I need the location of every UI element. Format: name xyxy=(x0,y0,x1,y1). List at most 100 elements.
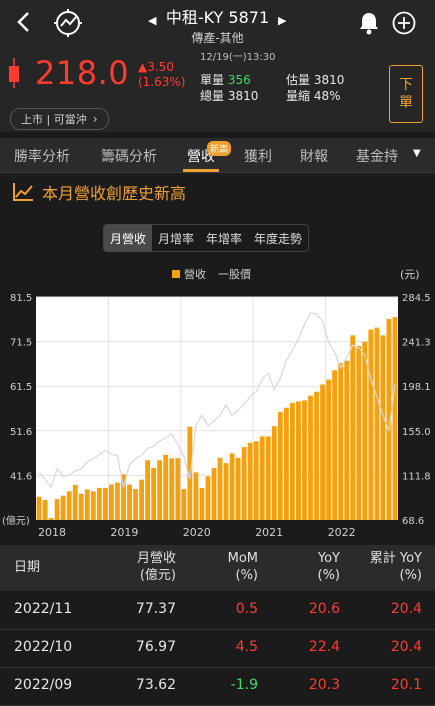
x-tick-label: 2019 xyxy=(110,526,138,539)
segment-yoy[interactable]: 年增率 xyxy=(206,231,243,246)
revenue-bar xyxy=(320,384,325,520)
prev-stock-icon[interactable]: ◀ xyxy=(148,14,157,27)
x-tick-label: 2020 xyxy=(183,526,211,539)
right-axis-unit: (元) xyxy=(400,268,420,281)
app-header: ◀ 中租-KY 5871 傳產-其他 ▶ xyxy=(0,0,435,46)
y-right-tick-label: 198.1 xyxy=(402,382,431,393)
revenue-bar xyxy=(109,484,114,520)
quote-timestamp: 12/19(一)13:30 xyxy=(200,52,276,63)
revenue-bar xyxy=(308,395,313,520)
revenue-bar xyxy=(241,447,247,520)
y-right-tick-label: 284.5 xyxy=(402,293,431,304)
revenue-bar xyxy=(181,488,187,520)
next-stock-icon[interactable]: ▶ xyxy=(278,14,287,27)
estimated-volume: 估量 3810 xyxy=(286,73,345,87)
total-volume-value: 3810 xyxy=(227,89,259,103)
candle-icon xyxy=(9,58,19,88)
revenue-view-segment: 月營收 月增率 年增率 年度走勢 xyxy=(103,224,310,252)
revenue-bar xyxy=(350,335,356,520)
section-title: 本月營收創歷史新高 xyxy=(12,180,186,204)
tab-win-rate[interactable]: 勝率分析 xyxy=(14,149,70,165)
table-row[interactable]: 2022/11 77.37 0.5 20.6 20.4 xyxy=(0,591,435,630)
revenue-bar xyxy=(127,484,132,520)
compare-icon[interactable] xyxy=(52,8,84,38)
revenue-bar xyxy=(235,457,241,520)
stock-category: 傳產-其他 xyxy=(191,31,244,45)
single-volume: 單量 356 xyxy=(200,73,251,87)
revenue-bar xyxy=(102,487,108,520)
market-status-pill[interactable]: 上市 | 可當沖 › xyxy=(10,108,109,130)
revenue-bar xyxy=(193,472,199,520)
price-change-pct: (1.63%) xyxy=(138,75,186,89)
table-row[interactable]: 2022/10 76.97 4.5 22.4 20.4 xyxy=(0,629,435,668)
revenue-bar xyxy=(217,457,223,520)
new-high-badge: 新高 xyxy=(207,141,232,156)
revenue-bar xyxy=(139,479,144,520)
revenue-bar xyxy=(66,491,72,520)
revenue-bar xyxy=(247,442,253,520)
trend-chart-icon xyxy=(13,183,33,201)
cell-yoy: 20.6 xyxy=(308,601,340,617)
revenue-bar xyxy=(290,402,295,520)
tab-profit[interactable]: 獲利 xyxy=(244,149,272,165)
back-icon[interactable] xyxy=(8,6,38,38)
table-row[interactable]: 2022/09 73.62 -1.9 20.3 20.1 xyxy=(0,667,435,706)
add-icon[interactable] xyxy=(390,9,418,37)
tab-fund-holding[interactable]: 基金持 xyxy=(356,149,398,165)
segment-mom[interactable]: 月增率 xyxy=(158,231,195,246)
x-tick-label: 2021 xyxy=(255,526,283,539)
cell-cumulative-yoy: 20.1 xyxy=(390,677,422,693)
revenue-bar xyxy=(344,360,350,520)
tab-chips[interactable]: 籌碼分析 xyxy=(101,149,157,165)
revenue-bar xyxy=(145,460,151,520)
quote-panel: 218.0 ▲3.50 (1.63%) 12/19(一)13:30 單量 356… xyxy=(0,44,435,132)
revenue-bar xyxy=(151,468,157,520)
revenue-bar xyxy=(265,436,271,520)
y-right-tick-label: 241.3 xyxy=(402,338,431,349)
stock-name: 中租-KY 5871 xyxy=(165,8,270,27)
chart-legend: 營收 一股價 xyxy=(172,266,251,282)
revenue-bar xyxy=(169,458,175,520)
legend-bar-swatch xyxy=(172,270,180,278)
revenue-bar xyxy=(380,335,386,520)
cell-cumulative-yoy: 20.4 xyxy=(390,639,422,655)
cell-revenue: 76.97 xyxy=(135,639,176,655)
cell-revenue: 73.62 xyxy=(135,677,176,693)
revenue-bar xyxy=(36,496,42,520)
revenue-bar xyxy=(205,476,211,520)
tab-financials[interactable]: 財報 xyxy=(300,149,328,165)
segment-annual-trend[interactable]: 年度走勢 xyxy=(254,231,303,246)
revenue-bar xyxy=(338,363,344,520)
price-change: ▲3.50 (1.63%) xyxy=(138,60,185,90)
stock-price: 218.0 xyxy=(35,54,130,92)
cell-mom: -1.9 xyxy=(230,677,258,693)
revenue-bar xyxy=(314,391,319,520)
revenue-bar xyxy=(271,426,277,520)
cell-mom: 4.5 xyxy=(235,639,258,655)
revenue-bar xyxy=(302,400,307,520)
analysis-tabs: 勝率分析 籌碼分析 營收 新高 獲利 財報 基金持 ▼ xyxy=(0,138,435,173)
revenue-bar xyxy=(90,491,96,520)
revenue-table-header: 日期 月營收 (億元) MoM (%) YoY (%) 累計 YoY (%) xyxy=(0,545,435,591)
revenue-bar xyxy=(229,453,235,520)
revenue-bar xyxy=(42,500,48,520)
total-volume: 總量 3810 xyxy=(200,89,259,103)
single-volume-value: 356 xyxy=(227,73,251,87)
chevron-right-icon: › xyxy=(92,112,98,126)
plot-area xyxy=(36,297,398,520)
revenue-bar xyxy=(259,436,265,520)
col-revenue: 月營收 (億元) xyxy=(136,551,176,583)
volume-shrink: 量縮 48% xyxy=(286,89,341,103)
place-order-button[interactable]: 下 單 xyxy=(389,65,423,123)
revenue-bar xyxy=(374,327,380,520)
revenue-bar xyxy=(253,441,259,520)
revenue-bar xyxy=(187,426,193,520)
y-right-tick-label: 111.8 xyxy=(402,471,431,482)
stock-title: 中租-KY 5871 傳產-其他 xyxy=(140,4,295,46)
revenue-bar xyxy=(72,485,78,520)
cell-date: 2022/10 xyxy=(14,639,73,655)
tabs-dropdown-icon[interactable]: ▼ xyxy=(413,148,421,159)
bell-icon[interactable] xyxy=(356,10,382,36)
segment-monthly-revenue[interactable]: 月營收 xyxy=(104,225,153,251)
revenue-bar xyxy=(362,341,368,520)
